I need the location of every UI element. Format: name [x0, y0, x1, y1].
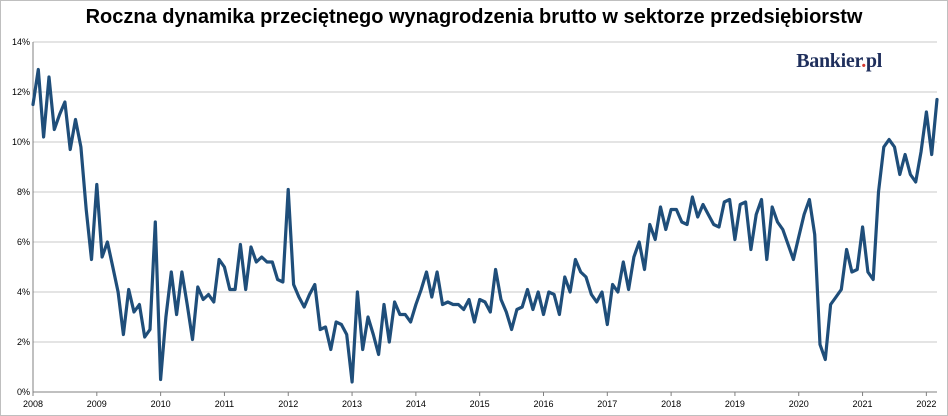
x-tick-label: 2016	[533, 399, 553, 409]
y-tick-label: 10%	[12, 137, 30, 147]
y-tick-label: 12%	[12, 87, 30, 97]
y-tick-label: 0%	[17, 387, 30, 397]
x-tick-label: 2019	[725, 399, 745, 409]
x-tick-label: 2017	[597, 399, 617, 409]
brand-dot: .	[861, 50, 866, 72]
x-tick-label: 2018	[661, 399, 681, 409]
x-tick-label: 2020	[789, 399, 809, 409]
x-tick-label: 2010	[151, 399, 171, 409]
y-tick-label: 8%	[17, 187, 30, 197]
x-tick-label: 2022	[916, 399, 936, 409]
x-tick-label: 2021	[853, 399, 873, 409]
y-tick-label: 6%	[17, 237, 30, 247]
y-tick-label: 4%	[17, 287, 30, 297]
x-tick-label: 2015	[470, 399, 490, 409]
x-tick-label: 2012	[278, 399, 298, 409]
y-tick-label: 2%	[17, 337, 30, 347]
brand-name: Bankier	[796, 50, 862, 72]
brand-suffix: pl	[865, 50, 882, 72]
x-tick-label: 2008	[23, 399, 43, 409]
series-line	[31, 67, 939, 384]
brand-logo: Bankier.pl	[796, 50, 882, 73]
y-tick-label: 14%	[12, 37, 30, 47]
x-tick-label: 2011	[215, 399, 234, 409]
x-tick-label: 2009	[87, 399, 107, 409]
x-tick-label: 2014	[406, 399, 426, 409]
chart-title: Roczna dynamika przeciętnego wynagrodzen…	[85, 6, 863, 28]
x-tick-label: 2013	[342, 399, 362, 409]
